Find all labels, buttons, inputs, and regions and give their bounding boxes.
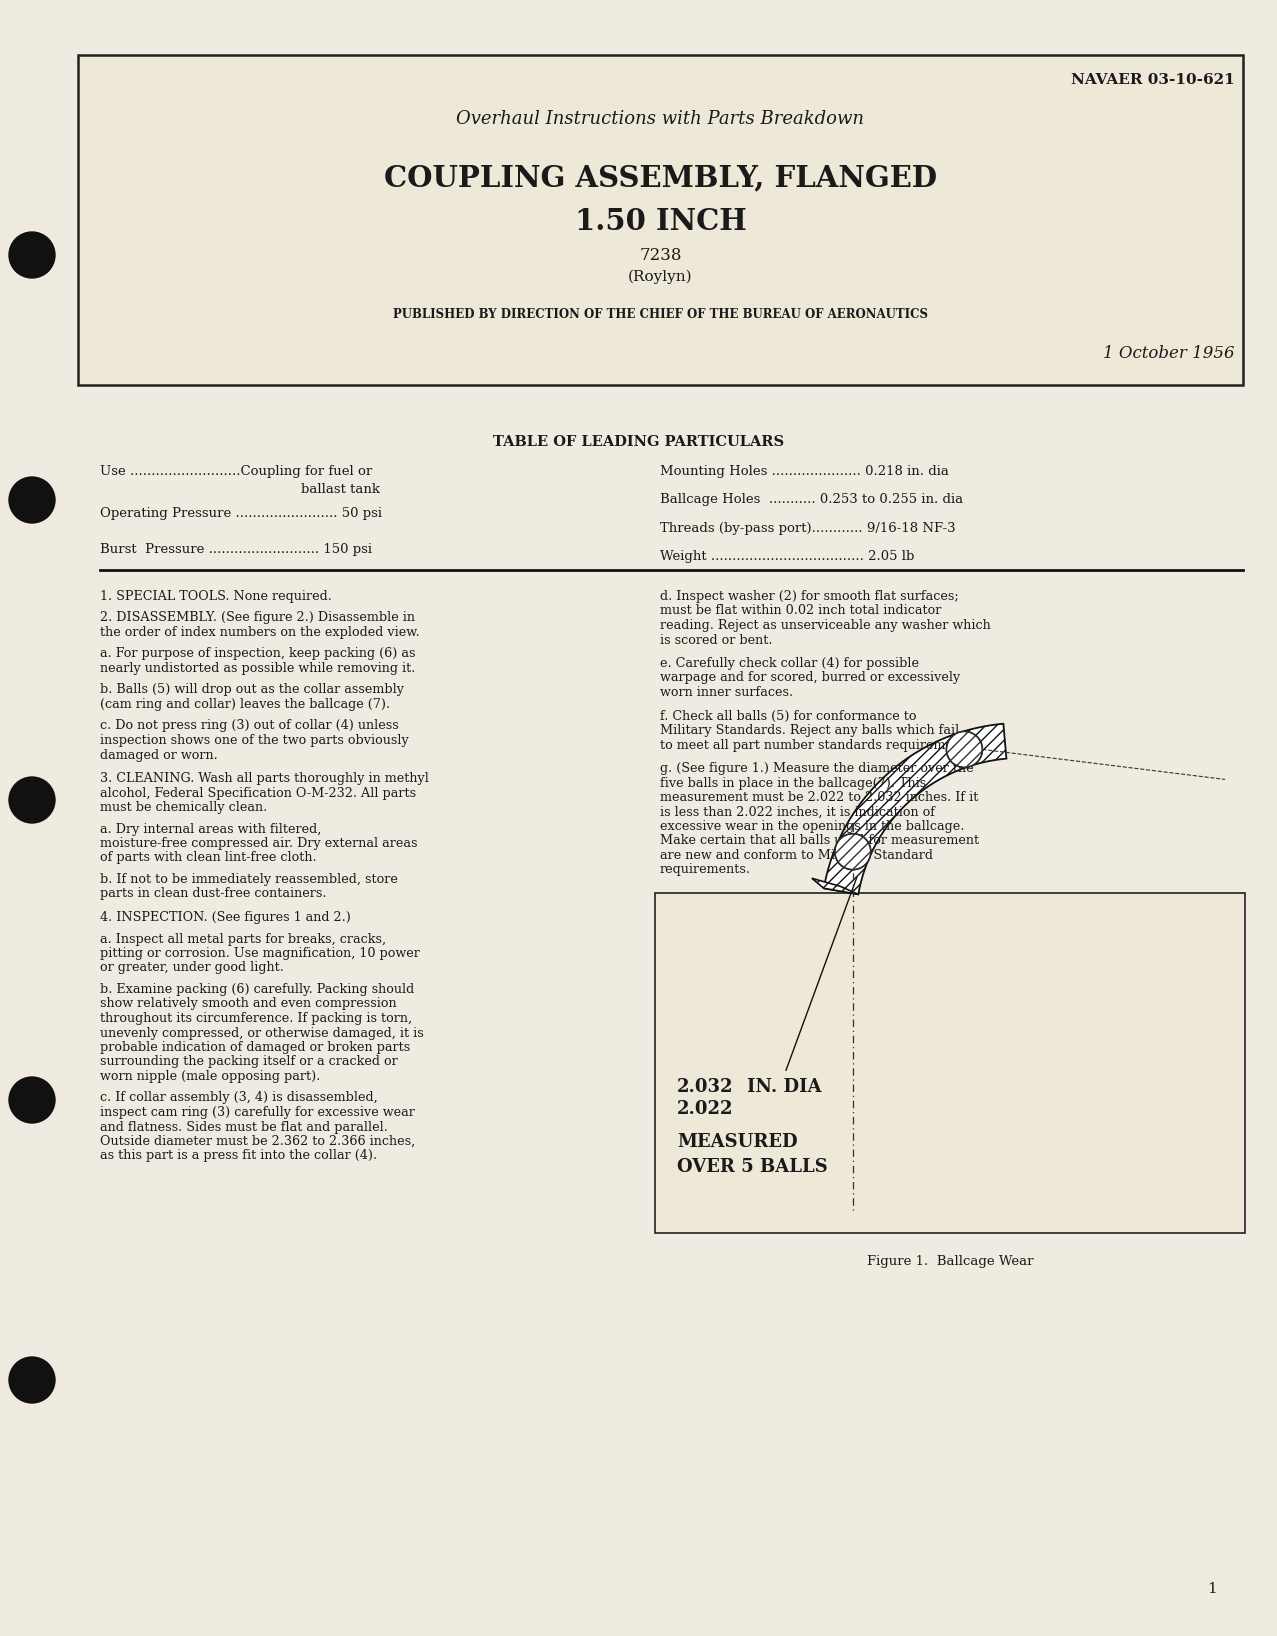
Bar xyxy=(78,56,1243,384)
Text: must be chemically clean.: must be chemically clean. xyxy=(100,802,267,815)
Circle shape xyxy=(9,777,55,823)
Text: inspection shows one of the two parts obviously: inspection shows one of the two parts ob… xyxy=(100,735,409,748)
Text: or greater, under good light.: or greater, under good light. xyxy=(100,962,283,975)
Text: Threads (by-pass port)............ 9/16-18 NF-3: Threads (by-pass port)............ 9/16-… xyxy=(660,522,955,535)
Text: ballast tank: ballast tank xyxy=(301,483,381,496)
Text: COUPLING ASSEMBLY, FLANGED: COUPLING ASSEMBLY, FLANGED xyxy=(384,164,937,191)
Text: Weight .................................... 2.05 lb: Weight .................................… xyxy=(660,550,914,563)
Bar xyxy=(655,893,1245,1234)
Text: and flatness. Sides must be flat and parallel.: and flatness. Sides must be flat and par… xyxy=(100,1121,388,1134)
Text: 2.032: 2.032 xyxy=(677,1078,733,1096)
Text: 1: 1 xyxy=(1207,1582,1217,1597)
Text: a. Dry internal areas with filtered,: a. Dry internal areas with filtered, xyxy=(100,823,322,836)
Text: NAVAER 03-10-621: NAVAER 03-10-621 xyxy=(1071,74,1235,87)
Text: MEASURED: MEASURED xyxy=(677,1134,798,1152)
Text: excessive wear in the openings in the ballcage.: excessive wear in the openings in the ba… xyxy=(660,820,964,833)
Text: Ballcage Holes  ........... 0.253 to 0.255 in. dia: Ballcage Holes ........... 0.253 to 0.25… xyxy=(660,492,963,506)
Text: (Roylyn): (Roylyn) xyxy=(628,270,693,285)
Text: Overhaul Instructions with Parts Breakdown: Overhaul Instructions with Parts Breakdo… xyxy=(456,110,865,128)
Text: (cam ring and collar) leaves the ballcage (7).: (cam ring and collar) leaves the ballcag… xyxy=(100,699,391,712)
Text: Mounting Holes ..................... 0.218 in. dia: Mounting Holes ..................... 0.2… xyxy=(660,465,949,478)
Text: of parts with clean lint-free cloth.: of parts with clean lint-free cloth. xyxy=(100,851,317,864)
Text: to meet all part number standards requirements.: to meet all part number standards requir… xyxy=(660,738,977,751)
Text: 1 October 1956: 1 October 1956 xyxy=(1103,345,1235,362)
Text: as this part is a press fit into the collar (4).: as this part is a press fit into the col… xyxy=(100,1150,377,1163)
Text: requirements.: requirements. xyxy=(660,864,751,877)
Text: unevenly compressed, or otherwise damaged, it is: unevenly compressed, or otherwise damage… xyxy=(100,1026,424,1039)
Text: d. Inspect washer (2) for smooth flat surfaces;: d. Inspect washer (2) for smooth flat su… xyxy=(660,591,959,604)
Text: g. (See figure 1.) Measure the diameter over the: g. (See figure 1.) Measure the diameter … xyxy=(660,762,973,775)
Circle shape xyxy=(9,1076,55,1122)
Circle shape xyxy=(946,731,982,767)
Circle shape xyxy=(9,232,55,278)
Text: a. For purpose of inspection, keep packing (6) as: a. For purpose of inspection, keep packi… xyxy=(100,648,415,661)
Text: show relatively smooth and even compression: show relatively smooth and even compress… xyxy=(100,998,397,1011)
Circle shape xyxy=(9,1356,55,1404)
Text: PUBLISHED BY DIRECTION OF THE CHIEF OF THE BUREAU OF AERONAUTICS: PUBLISHED BY DIRECTION OF THE CHIEF OF T… xyxy=(393,308,928,321)
Text: worn inner surfaces.: worn inner surfaces. xyxy=(660,685,793,699)
Text: Make certain that all balls used for measurement: Make certain that all balls used for mea… xyxy=(660,834,979,847)
Circle shape xyxy=(9,478,55,524)
Text: worn nipple (male opposing part).: worn nipple (male opposing part). xyxy=(100,1070,321,1083)
Text: moisture-free compressed air. Dry external areas: moisture-free compressed air. Dry extern… xyxy=(100,838,418,851)
Text: are new and conform to Military Standard: are new and conform to Military Standard xyxy=(660,849,933,862)
Text: pitting or corrosion. Use magnification, 10 power: pitting or corrosion. Use magnification,… xyxy=(100,947,420,960)
Text: the order of index numbers on the exploded view.: the order of index numbers on the explod… xyxy=(100,627,420,640)
Text: f. Check all balls (5) for conformance to: f. Check all balls (5) for conformance t… xyxy=(660,710,917,723)
Text: probable indication of damaged or broken parts: probable indication of damaged or broken… xyxy=(100,1040,410,1054)
Text: a. Inspect all metal parts for breaks, cracks,: a. Inspect all metal parts for breaks, c… xyxy=(100,933,386,946)
Circle shape xyxy=(835,834,871,870)
Text: 1. SPECIAL TOOLS. None required.: 1. SPECIAL TOOLS. None required. xyxy=(100,591,332,604)
Text: b. If not to be immediately reassembled, store: b. If not to be immediately reassembled,… xyxy=(100,874,398,887)
Text: b. Balls (5) will drop out as the collar assembly: b. Balls (5) will drop out as the collar… xyxy=(100,684,404,697)
Text: nearly undistorted as possible while removing it.: nearly undistorted as possible while rem… xyxy=(100,663,415,676)
Text: damaged or worn.: damaged or worn. xyxy=(100,749,218,761)
Text: c. Do not press ring (3) out of collar (4) unless: c. Do not press ring (3) out of collar (… xyxy=(100,720,398,733)
Text: surrounding the packing itself or a cracked or: surrounding the packing itself or a crac… xyxy=(100,1055,397,1068)
Text: b. Examine packing (6) carefully. Packing should: b. Examine packing (6) carefully. Packin… xyxy=(100,983,414,996)
Text: is scored or bent.: is scored or bent. xyxy=(660,633,773,646)
Text: 2.022: 2.022 xyxy=(677,1099,733,1117)
Text: TABLE OF LEADING PARTICULARS: TABLE OF LEADING PARTICULARS xyxy=(493,435,784,448)
Text: alcohol, Federal Specification O-M-232. All parts: alcohol, Federal Specification O-M-232. … xyxy=(100,787,416,800)
Text: IN. DIA: IN. DIA xyxy=(747,1078,821,1096)
Text: reading. Reject as unserviceable any washer which: reading. Reject as unserviceable any was… xyxy=(660,618,991,631)
Text: Military Standards. Reject any balls which fail: Military Standards. Reject any balls whi… xyxy=(660,725,959,736)
Text: inspect cam ring (3) carefully for excessive wear: inspect cam ring (3) carefully for exces… xyxy=(100,1106,415,1119)
Text: is less than 2.022 inches, it is indication of: is less than 2.022 inches, it is indicat… xyxy=(660,805,935,818)
Text: 1.50 INCH: 1.50 INCH xyxy=(575,208,746,236)
Text: five balls in place in the ballcage(7). This: five balls in place in the ballcage(7). … xyxy=(660,777,926,790)
Text: Figure 1.  Ballcage Wear: Figure 1. Ballcage Wear xyxy=(867,1255,1033,1268)
Text: Outside diameter must be 2.362 to 2.366 inches,: Outside diameter must be 2.362 to 2.366 … xyxy=(100,1135,415,1148)
Text: warpage and for scored, burred or excessively: warpage and for scored, burred or excess… xyxy=(660,671,960,684)
Text: measurement must be 2.022 to 2.032 inches. If it: measurement must be 2.022 to 2.032 inche… xyxy=(660,790,978,803)
Polygon shape xyxy=(824,723,1006,895)
Text: e. Carefully check collar (4) for possible: e. Carefully check collar (4) for possib… xyxy=(660,658,919,671)
Text: 4. INSPECTION. (See figures 1 and 2.): 4. INSPECTION. (See figures 1 and 2.) xyxy=(100,911,351,924)
Text: throughout its circumference. If packing is torn,: throughout its circumference. If packing… xyxy=(100,1013,412,1026)
Text: OVER 5 BALLS: OVER 5 BALLS xyxy=(677,1158,827,1176)
Text: must be flat within 0.02 inch total indicator: must be flat within 0.02 inch total indi… xyxy=(660,604,941,617)
Text: 2. DISASSEMBLY. (See figure 2.) Disassemble in: 2. DISASSEMBLY. (See figure 2.) Disassem… xyxy=(100,612,415,625)
Text: Burst  Pressure .......................... 150 psi: Burst Pressure .........................… xyxy=(100,543,372,556)
Text: 3. CLEANING. Wash all parts thoroughly in methyl: 3. CLEANING. Wash all parts thoroughly i… xyxy=(100,772,429,785)
Text: c. If collar assembly (3, 4) is disassembled,: c. If collar assembly (3, 4) is disassem… xyxy=(100,1091,378,1104)
Text: Use ..........................Coupling for fuel or: Use ..........................Coupling f… xyxy=(100,465,373,478)
Text: 7238: 7238 xyxy=(640,247,682,263)
Text: Operating Pressure ........................ 50 psi: Operating Pressure .....................… xyxy=(100,507,382,520)
Text: parts in clean dust-free containers.: parts in clean dust-free containers. xyxy=(100,887,327,900)
Polygon shape xyxy=(812,879,858,895)
